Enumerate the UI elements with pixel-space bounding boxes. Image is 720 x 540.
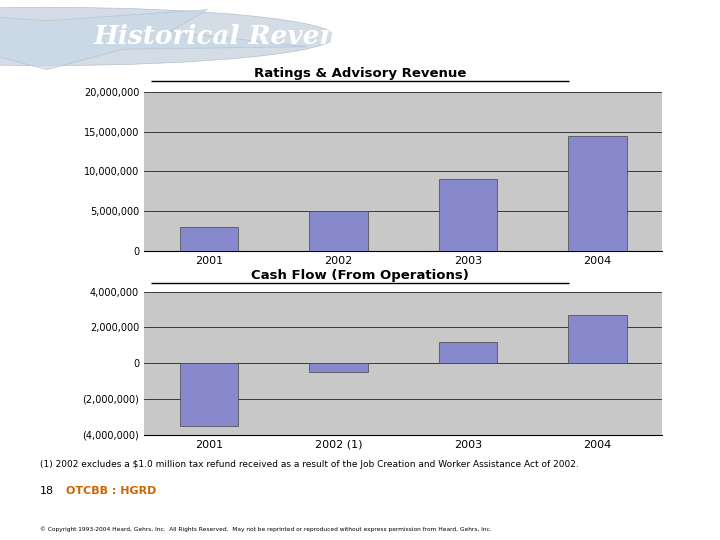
Bar [439,342,498,363]
Text: OTCBB : HGRD: OTCBB : HGRD [66,486,157,496]
Circle shape [0,7,335,65]
Bar [310,363,368,372]
Text: Historical Revenue Growth and Cash Flows: Historical Revenue Growth and Cash Flows [94,24,720,49]
Text: © Copyright 1993-2004 Heard, Gehrs, Inc.  All Rights Reserved.  May not be repri: © Copyright 1993-2004 Heard, Gehrs, Inc.… [40,526,491,532]
Text: Cash Flow (From Operations): Cash Flow (From Operations) [251,269,469,282]
Text: (1) 2002 excludes a $1.0 million tax refund received as a result of the Job Crea: (1) 2002 excludes a $1.0 million tax ref… [40,460,578,469]
Bar [180,227,238,251]
Text: 18: 18 [40,486,54,496]
Bar [569,315,627,363]
Polygon shape [0,10,307,70]
Text: Ratings & Advisory Revenue: Ratings & Advisory Revenue [254,67,466,80]
Bar [180,363,238,426]
Bar [569,136,627,251]
Bar [439,179,498,251]
Bar [310,211,368,251]
